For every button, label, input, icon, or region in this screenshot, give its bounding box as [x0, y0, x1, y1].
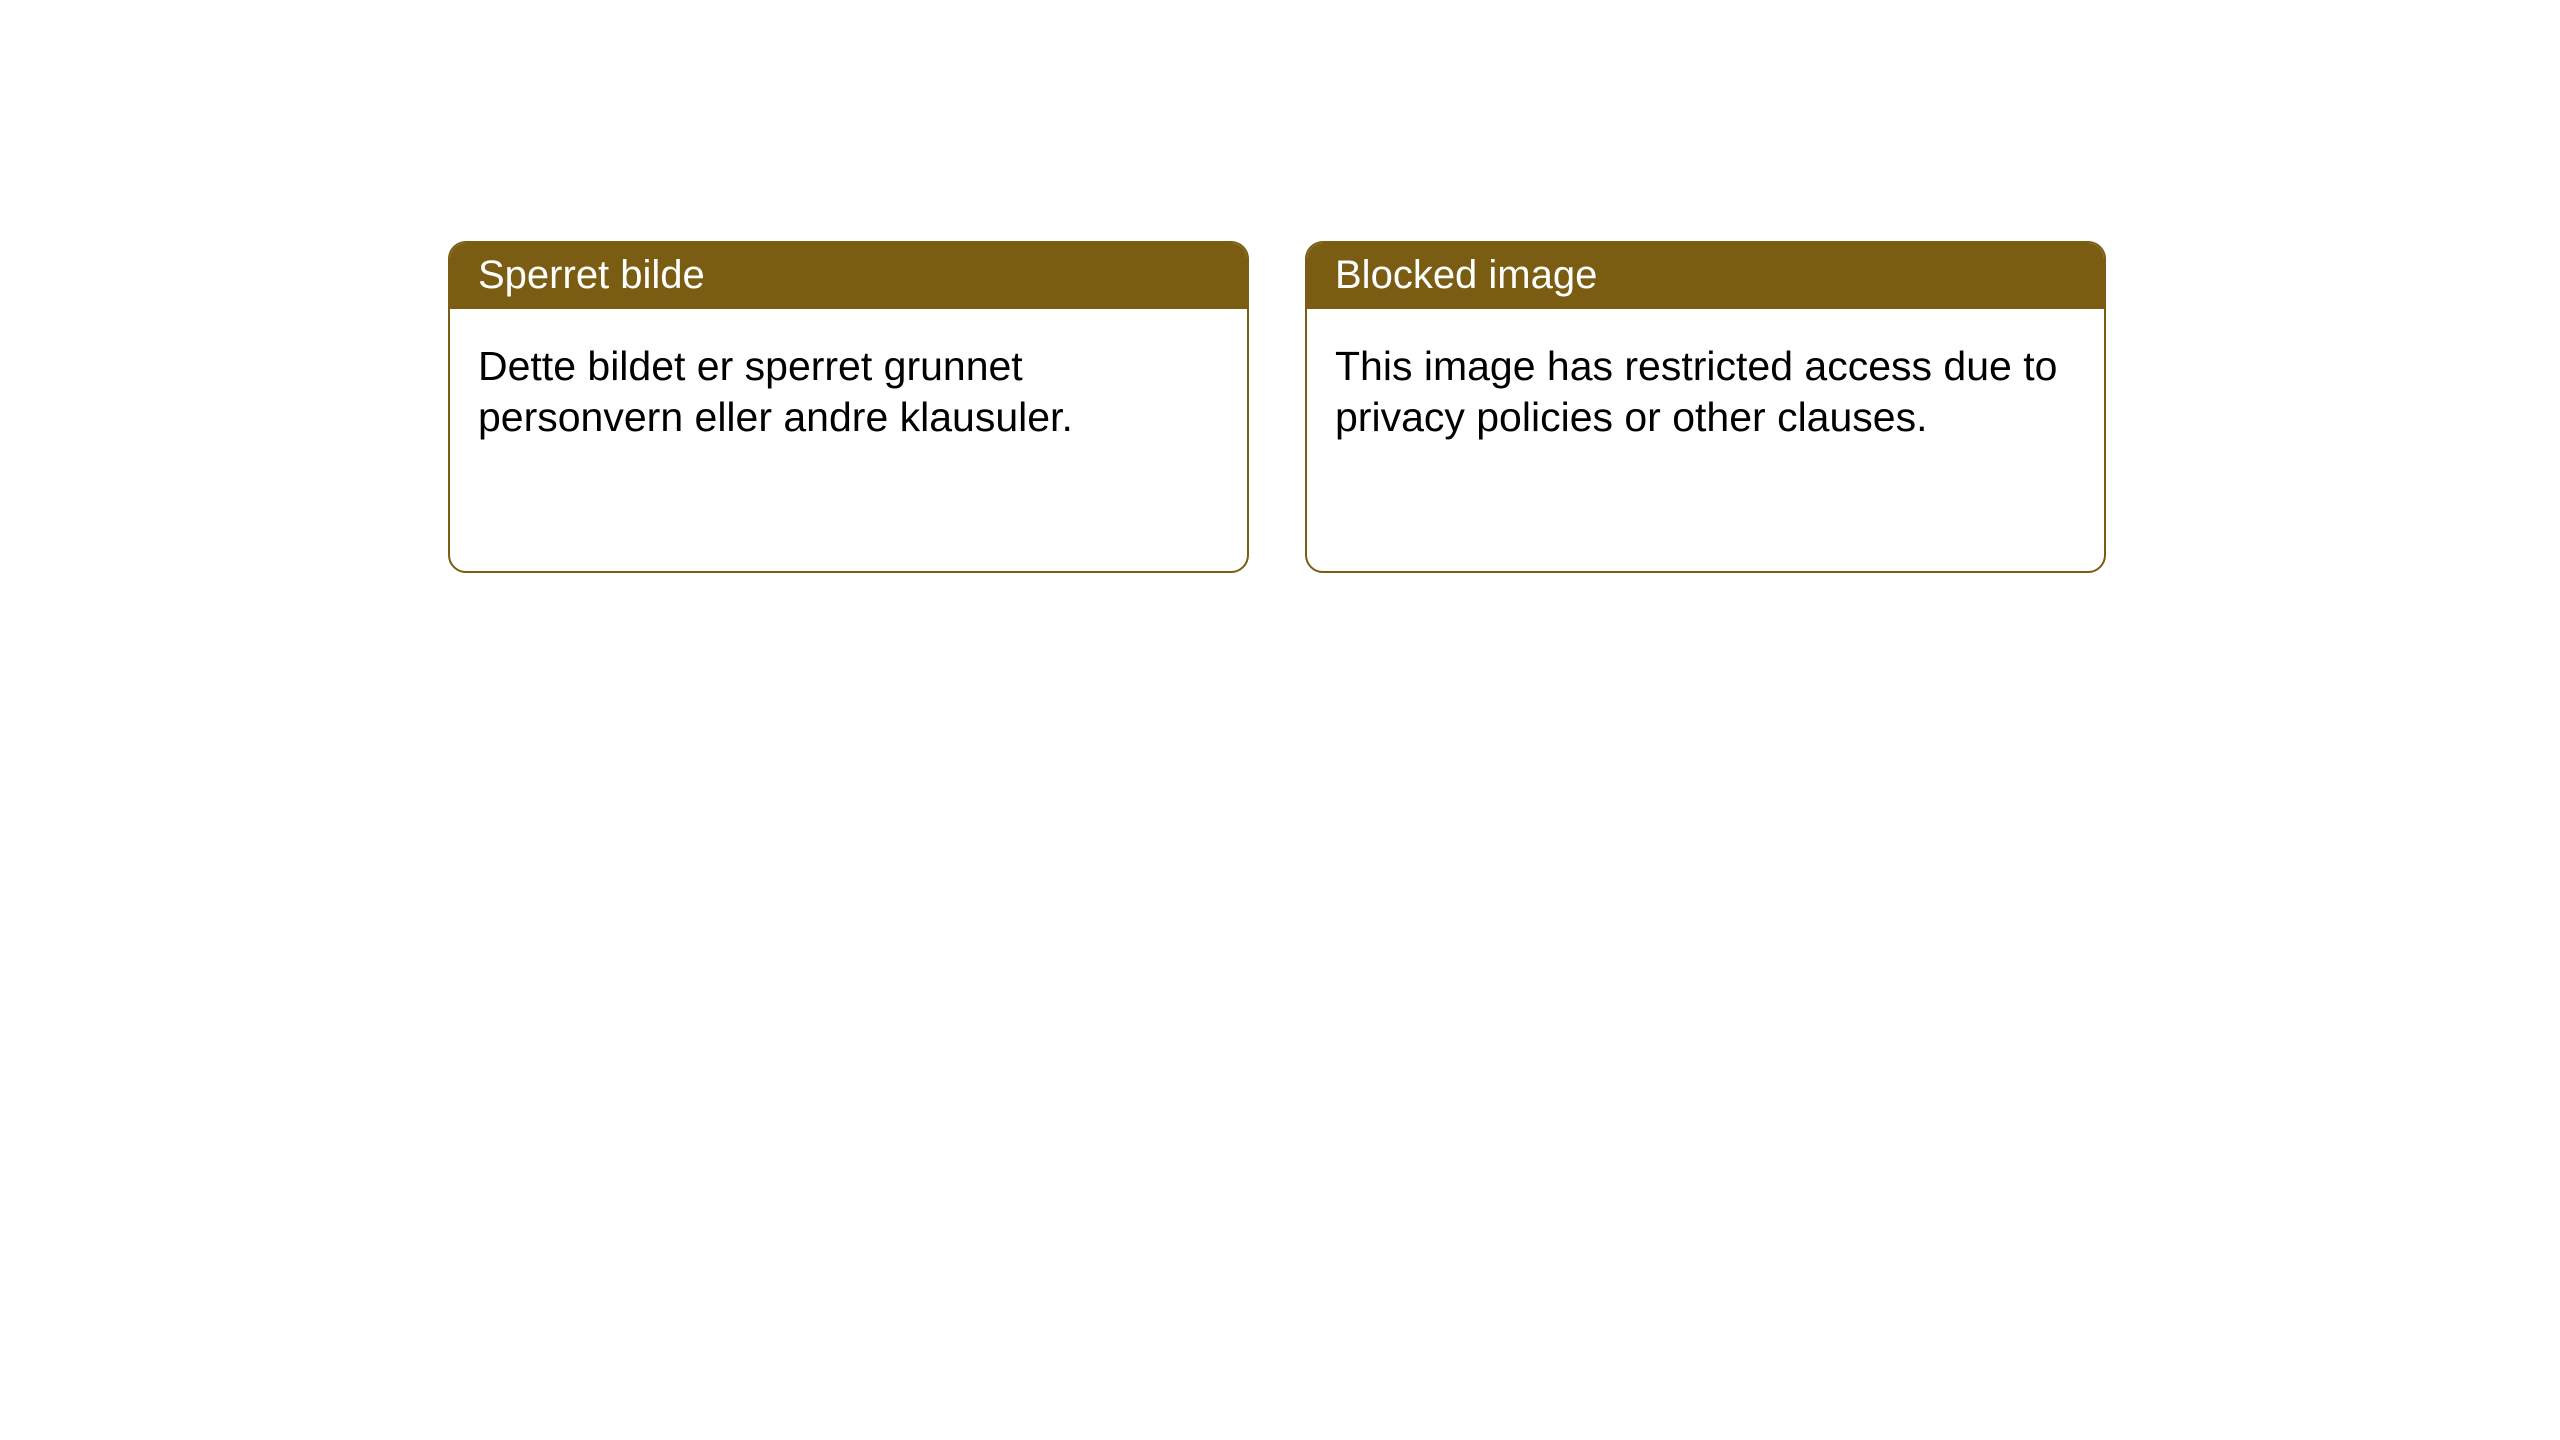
notice-header-english: Blocked image	[1307, 243, 2104, 309]
notice-container: Sperret bilde Dette bildet er sperret gr…	[0, 0, 2560, 573]
notice-body-norwegian: Dette bildet er sperret grunnet personve…	[450, 309, 1247, 476]
notice-card-norwegian: Sperret bilde Dette bildet er sperret gr…	[448, 241, 1249, 573]
notice-card-english: Blocked image This image has restricted …	[1305, 241, 2106, 573]
notice-header-norwegian: Sperret bilde	[450, 243, 1247, 309]
notice-body-english: This image has restricted access due to …	[1307, 309, 2104, 476]
